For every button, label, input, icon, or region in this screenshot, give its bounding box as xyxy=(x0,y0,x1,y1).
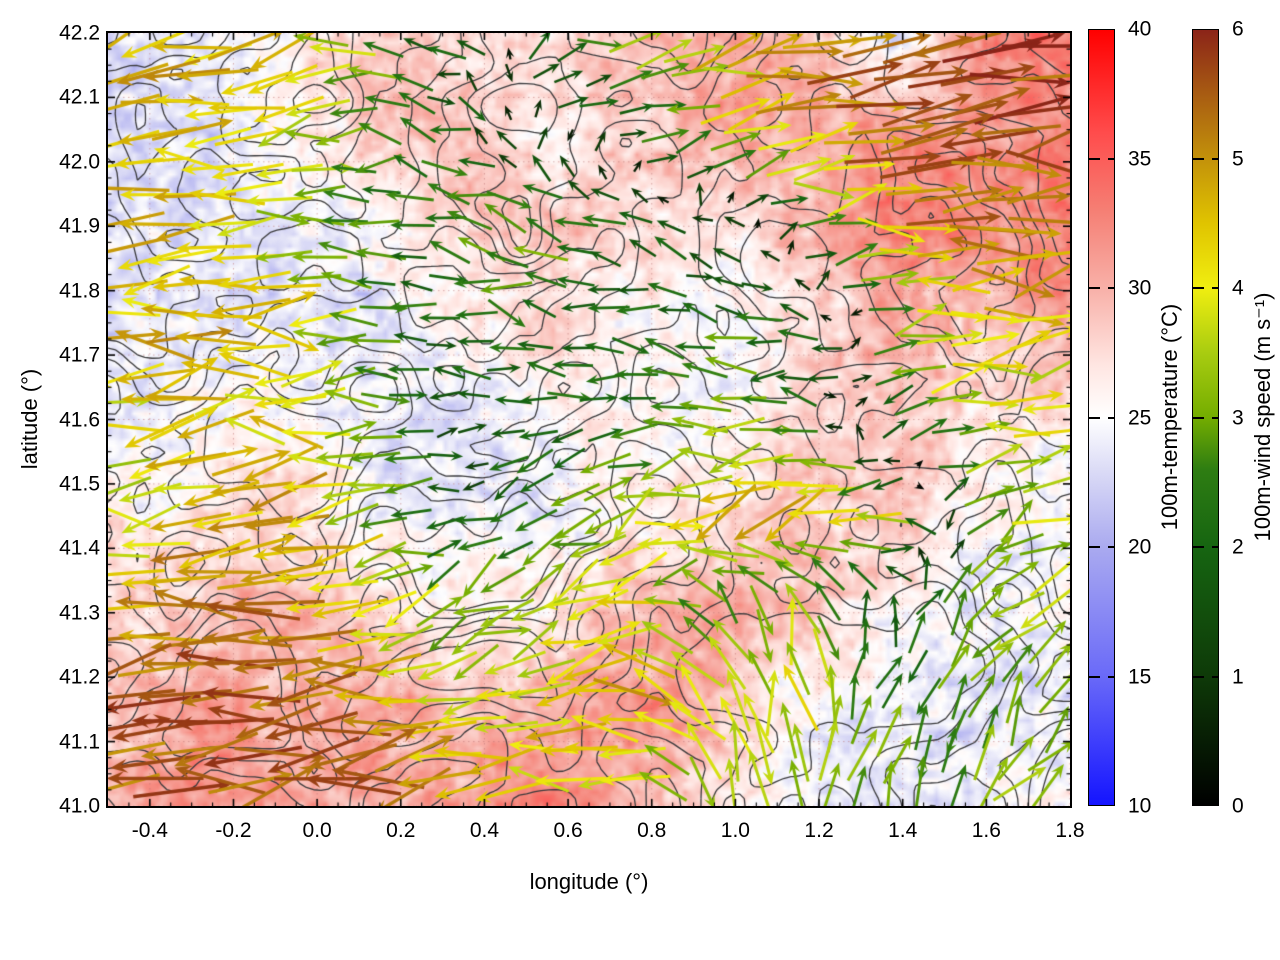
y-tick-label: 41.3 xyxy=(59,601,100,625)
y-tick-label: 42.2 xyxy=(59,21,100,45)
colorbar-tick-mark xyxy=(1192,675,1204,678)
colorbar-tick-mark xyxy=(1192,416,1204,419)
x-tick-label: 1.8 xyxy=(1055,819,1085,842)
y-tick-label: 41.0 xyxy=(59,794,100,818)
colorbar-tick-mark xyxy=(1192,546,1204,548)
y-tick-label: 41.2 xyxy=(59,665,100,689)
x-tick-label: 1.0 xyxy=(720,819,750,842)
colorbar-tick-label: 0 xyxy=(1232,794,1244,818)
colorbar-tick-label: 15 xyxy=(1128,665,1152,688)
y-tick-label: 41.5 xyxy=(59,472,100,496)
colorbar-tick-mark xyxy=(1088,416,1100,419)
y-tick-label: 42.0 xyxy=(59,150,100,174)
colorbar-tick-mark xyxy=(1088,287,1100,289)
colorbar-tick-label: 5 xyxy=(1232,147,1244,170)
colorbar-tick-mark xyxy=(1192,287,1204,289)
colorbar-tick-label: 1 xyxy=(1232,665,1244,688)
colorbar-tick-mark xyxy=(1108,546,1115,548)
x-tick-label: 1.4 xyxy=(888,819,918,842)
colorbar-tick-label: 35 xyxy=(1128,147,1152,170)
colorbar-tick-mark xyxy=(1088,157,1100,160)
temperature-colorbar-label: 100m-temperature (°C) xyxy=(1157,303,1182,531)
colorbar-tick-mark xyxy=(1192,157,1204,160)
y-tick-label: 42.1 xyxy=(59,85,100,109)
colorbar-tick-mark xyxy=(1212,287,1219,289)
map-canvas xyxy=(108,33,1070,806)
y-axis-label: latitude (°) xyxy=(17,368,42,470)
x-tick-label: 1.2 xyxy=(804,819,834,842)
y-tick-label: 41.1 xyxy=(59,730,100,754)
colorbar-tick-mark xyxy=(1212,416,1219,419)
colorbar-tick-mark xyxy=(1108,287,1115,289)
colorbar-tick-label: 6 xyxy=(1232,17,1244,41)
x-tick-label: -0.2 xyxy=(215,819,252,842)
colorbar-tick-mark xyxy=(1088,546,1100,548)
colorbar-tick-label: 4 xyxy=(1232,276,1244,300)
y-tick-label: 41.6 xyxy=(59,408,100,431)
x-tick-label: 0.8 xyxy=(637,819,667,842)
colorbar-tick-mark xyxy=(1212,157,1219,160)
x-tick-label: 0.4 xyxy=(469,819,500,842)
x-tick-label: 1.6 xyxy=(971,819,1001,842)
y-tick-label: 41.4 xyxy=(59,536,100,560)
x-tick-label: -0.4 xyxy=(131,819,168,842)
x-tick-label: 0.0 xyxy=(302,819,332,842)
colorbar-tick-label: 10 xyxy=(1128,794,1152,818)
colorbar-tick-label: 2 xyxy=(1232,535,1244,559)
colorbar-tick-mark xyxy=(1108,157,1115,160)
wind-colorbar-label: 100m-wind speed (m s⁻¹) xyxy=(1250,292,1275,542)
colorbar-tick-label: 40 xyxy=(1128,17,1152,41)
colorbar-tick-mark xyxy=(1088,675,1100,678)
x-tick-label: 0.2 xyxy=(386,819,416,842)
colorbar-tick-mark xyxy=(1108,675,1115,678)
colorbar-tick-mark xyxy=(1108,416,1115,419)
y-tick-label: 41.9 xyxy=(59,214,100,238)
x-tick-label: 0.6 xyxy=(553,819,583,842)
colorbar-tick-label: 30 xyxy=(1128,276,1152,300)
colorbar-tick-label: 3 xyxy=(1232,406,1244,429)
colorbar-tick-mark xyxy=(1212,546,1219,548)
colorbar-tick-mark xyxy=(1212,675,1219,678)
plot-area xyxy=(106,31,1072,808)
y-tick-label: 41.7 xyxy=(59,343,100,367)
x-axis-label: longitude (°) xyxy=(529,869,649,894)
colorbar-tick-label: 20 xyxy=(1128,535,1152,559)
colorbar-tick-label: 25 xyxy=(1128,406,1152,429)
y-tick-label: 41.8 xyxy=(59,279,100,303)
